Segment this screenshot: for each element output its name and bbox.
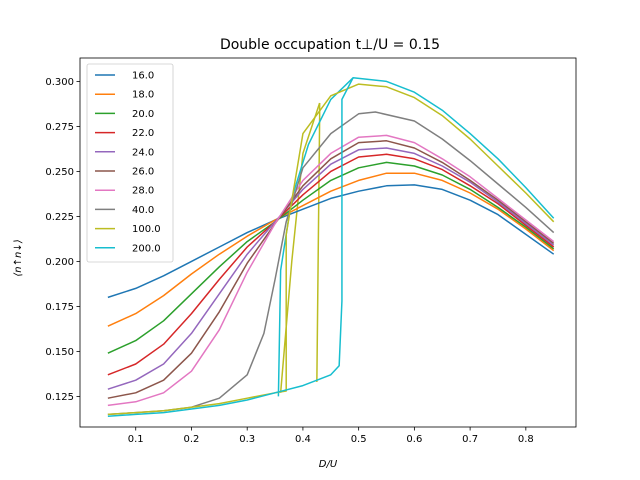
- legend-label-40.0: 40.0: [132, 205, 154, 216]
- series-line-22.0: [107, 153, 555, 376]
- x-tick-label: 0.7: [462, 434, 478, 445]
- legend-label-16.0: 16.0: [132, 71, 154, 82]
- x-tick-label: 0.8: [518, 434, 534, 445]
- y-axis: 0.125 0.150 0.175 0.200 0.225 0.250 0.275 0.300: [45, 77, 80, 403]
- y-tick-label: 0.250: [45, 167, 74, 178]
- y-tick-label: 0.150: [45, 347, 74, 358]
- legend-label-24.0: 24.0: [132, 147, 154, 158]
- legend-label-200.0: 200.0: [132, 243, 161, 254]
- legend-label-100.0: 100.0: [132, 224, 161, 235]
- legend-label-22.0: 22.0: [132, 128, 154, 139]
- x-tick-label: 0.3: [239, 434, 255, 445]
- legend-label-18.0: 18.0: [132, 90, 154, 101]
- y-tick-label: 0.200: [45, 257, 74, 268]
- legend-label-20.0: 20.0: [132, 109, 154, 120]
- x-tick-label: 0.6: [406, 434, 422, 445]
- plot-frame: [79, 57, 577, 428]
- legend-label-28.0: 28.0: [132, 186, 154, 197]
- series-line-26.0: [107, 140, 555, 399]
- series-line-100.0: [107, 83, 555, 416]
- series-line-segment-200.0: [277, 77, 354, 397]
- series-line-20.0: [107, 161, 555, 354]
- series-line-18.0: [107, 172, 555, 327]
- legend-label-26.0: 26.0: [132, 167, 154, 178]
- y-axis-label: ⟨n↑n↓⟩: [13, 239, 24, 276]
- series-line-24.0: [107, 147, 555, 390]
- x-axis: 0.1 0.2 0.3 0.4 0.5 0.6 0.7 0.8: [128, 427, 534, 445]
- series-line-16.0: [107, 184, 555, 299]
- y-tick-label: 0.225: [45, 212, 74, 223]
- chart-title: Double occupation t⊥/U = 0.15: [220, 37, 440, 53]
- y-tick-label: 0.300: [45, 77, 74, 88]
- y-tick-label: 0.175: [45, 302, 74, 313]
- series-line-200.0: [107, 77, 555, 417]
- x-tick-label: 0.2: [184, 434, 200, 445]
- series-line-28.0: [107, 134, 555, 407]
- series-line-segment-100.0: [316, 103, 321, 383]
- y-tick-label: 0.125: [45, 392, 74, 403]
- x-axis-label: D/U: [319, 459, 338, 470]
- x-tick-label: 0.4: [295, 434, 311, 445]
- legend: 16.0 18.0 20.0 22.0 24.0 26.0 28.0 40.0 100.0 200…: [86, 63, 174, 263]
- x-tick-label: 0.1: [128, 434, 144, 445]
- x-tick-label: 0.5: [351, 434, 367, 445]
- y-tick-label: 0.275: [45, 122, 74, 133]
